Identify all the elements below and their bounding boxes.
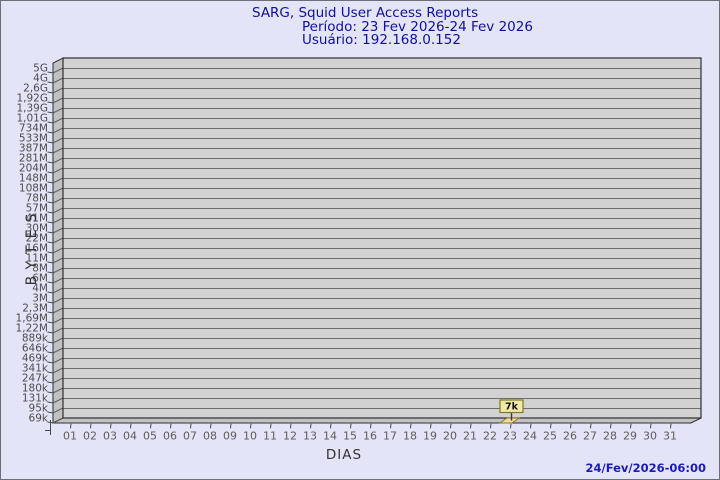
plot-border <box>62 57 702 419</box>
day-label: 16 <box>363 430 377 443</box>
y-axis-tick-label: 4M <box>32 283 48 295</box>
y-axis-tick-label: 180k <box>22 383 49 395</box>
day-label: 10 <box>243 430 257 443</box>
day-label: 01 <box>63 430 77 443</box>
day-label: 13 <box>303 430 317 443</box>
wall-gridline-stripes <box>52 67 64 424</box>
y-axis-tick-label: 1,01G <box>16 113 48 125</box>
day-label: 26 <box>563 430 577 443</box>
day-label: 05 <box>143 430 157 443</box>
day-label: 06 <box>163 430 177 443</box>
y-axis-tick-label: 8M <box>32 263 48 275</box>
gridlines <box>63 68 701 409</box>
y-axis-tick-label: 95k <box>29 403 49 415</box>
day-label: 23 <box>503 430 517 443</box>
day-label: 29 <box>623 430 637 443</box>
y-axis-tick-label: 30M <box>26 223 48 235</box>
y-axis-tick-label: 69k <box>29 413 49 425</box>
y-axis-tick-label: 57M <box>26 203 48 215</box>
y-axis-tick-label: 11M <box>26 253 48 265</box>
y-axis-tick-label: 204M <box>19 163 48 175</box>
day-label: 14 <box>323 430 337 443</box>
y-axis-tick-label: 4G <box>33 73 48 85</box>
y-axis-tick-label: 6M <box>32 273 48 285</box>
day-label: 18 <box>403 430 417 443</box>
x-axis-ticks-labels: 01 02 03 04 05 06 07 08 09 10 11 12 13 14 15 16 17 18 19 20… <box>45 420 677 443</box>
day-label: 07 <box>183 430 197 443</box>
y-axis-tick-label: 148M <box>19 173 48 185</box>
day-label: 25 <box>543 430 557 443</box>
y-axis-tick-label: 387M <box>19 143 48 155</box>
bar-value-box <box>499 399 524 414</box>
y-axis-tick-labels: 5G4G2,6G1,92G1,39G1,01G734M533M387M281M2… <box>16 63 54 425</box>
y-axis-tick-label: 41M <box>26 213 48 225</box>
y-axis-tick-label: 341k <box>22 363 49 375</box>
day-label: 08 <box>203 430 217 443</box>
y-axis-tick-label: 16M <box>26 243 48 255</box>
day-label: 30 <box>643 430 657 443</box>
y-axis-tick-label: 469k <box>22 353 49 365</box>
chart-period: Período: 23 Fev 2026-24 Fev 2026 <box>302 18 533 35</box>
y-axis-tick-label: 2,3M <box>22 303 48 315</box>
chart-title: SARG, Squid User Access Reports <box>252 5 479 21</box>
y-axis-tick-label: 22M <box>26 233 48 245</box>
day-label: 31 <box>663 430 677 443</box>
y-axis-tick-label: 533M <box>19 133 48 145</box>
day-label: 12 <box>283 430 297 443</box>
y-axis-tick-label: 2,6G <box>23 83 48 95</box>
day-label: 24 <box>523 430 537 443</box>
day-label: 17 <box>383 430 397 443</box>
y-axis-tick-label: 1,92G <box>16 93 48 105</box>
day-label: 28 <box>603 430 617 443</box>
day-label: 04 <box>123 430 137 443</box>
y-axis-title: BYTES <box>24 206 40 286</box>
y-axis-tick-label: 3M <box>32 293 48 305</box>
generation-timestamp: 24/Fev/2026-06:00 <box>585 461 706 475</box>
day-label: 11 <box>263 430 277 443</box>
y-axis-tick-label: 734M <box>19 123 48 135</box>
y-axis-tick-label: 78M <box>26 193 48 205</box>
day-label: 02 <box>83 430 97 443</box>
day-label: 19 <box>423 430 437 443</box>
day-label: 20 <box>443 430 457 443</box>
day-label: 03 <box>103 430 117 443</box>
bars: 7k <box>498 399 524 424</box>
y-axis-tick-label: 1,39G <box>16 103 48 115</box>
day-label: 22 <box>483 430 497 443</box>
y-axis-tick-label: 108M <box>19 183 48 195</box>
x-axis-title: DIAS <box>325 447 363 463</box>
y-axis-tick-label: 5G <box>33 63 48 75</box>
y-axis-tick-label: 1,69M <box>16 313 48 325</box>
y-axis-tick-label: 247k <box>22 373 49 385</box>
y-axis-tick-label: 646k <box>22 343 49 355</box>
y-axis-tick-label: 889k <box>22 333 49 345</box>
day-label: 21 <box>463 430 477 443</box>
y-axis-tick-label: 131k <box>22 393 49 405</box>
bar-value-label: 7k <box>505 402 519 413</box>
day-label: 15 <box>343 430 357 443</box>
day-label: 09 <box>223 430 237 443</box>
y-axis-tick-label: 1,22M <box>16 323 48 335</box>
chart-user: Usuário: 192.168.0.152 <box>302 32 461 48</box>
day-label: 27 <box>583 430 597 443</box>
bar-day-23 <box>498 417 521 424</box>
y-axis-tick-label: 281M <box>19 153 48 165</box>
chart-floor <box>52 417 702 424</box>
